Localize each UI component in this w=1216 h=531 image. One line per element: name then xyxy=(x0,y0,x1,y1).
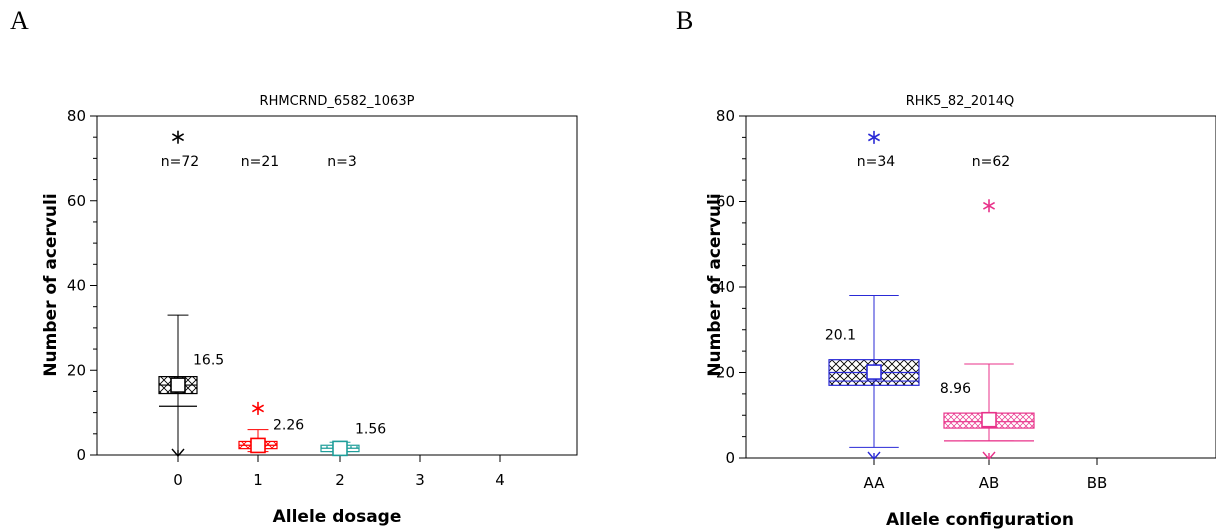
y-tick-label: 20 xyxy=(716,364,735,382)
x-axis-title: Allele dosage xyxy=(273,507,402,527)
x-tick-label: BB xyxy=(1087,474,1108,492)
mean-marker xyxy=(250,437,266,454)
panel-letter-b: B xyxy=(676,6,694,35)
x-tick-label: 2 xyxy=(335,471,345,489)
min-marker xyxy=(171,448,185,458)
y-tick-label: 0 xyxy=(76,446,86,464)
y-axis-title: Number of acervuli xyxy=(41,193,61,376)
mean-marker xyxy=(170,377,186,393)
mean-value-label: 1.56 xyxy=(355,421,386,437)
outlier-marker xyxy=(171,130,185,144)
chart-panel-a: RHMCRND_6582_1063P 0 20 40 60 80 0 1 2 3 4 Allele d… xyxy=(41,94,578,527)
y-tick-label: 40 xyxy=(67,277,86,295)
y-tick-label: 20 xyxy=(67,361,86,379)
chart-panel-b: RHK5_82_2014Q 0 20 40 60 80 AA AB BB Allele confi… xyxy=(705,94,1216,530)
panel-letter-a: A xyxy=(10,6,29,35)
plot-title: RHMCRND_6582_1063P xyxy=(260,94,415,109)
x-axis-title: Allele configuration xyxy=(886,510,1074,530)
mean-value-label: 8.96 xyxy=(940,381,971,397)
n-label: n=21 xyxy=(241,154,279,170)
plot-title: RHK5_82_2014Q xyxy=(906,94,1014,109)
x-tick-label: 0 xyxy=(173,471,183,489)
mean-value-label: 16.5 xyxy=(193,353,224,369)
mean-marker xyxy=(332,440,348,457)
n-label: n=34 xyxy=(857,154,896,170)
mean-value-label: 2.26 xyxy=(273,417,304,433)
outlier-marker xyxy=(251,401,265,415)
y-tick-label: 80 xyxy=(67,107,86,125)
outlier-marker xyxy=(982,199,996,213)
y-tick-label: 60 xyxy=(716,193,735,211)
min-marker xyxy=(867,451,881,461)
n-label: n=62 xyxy=(972,154,1010,170)
mean-marker xyxy=(866,364,882,380)
y-tick-label: 60 xyxy=(67,192,86,210)
y-tick-label: 80 xyxy=(716,107,735,125)
y-axis-title: Number of acervuli xyxy=(705,193,725,376)
mean-value-label: 20.1 xyxy=(825,328,856,344)
outlier-marker xyxy=(867,130,881,144)
x-tick-label: 4 xyxy=(495,471,505,489)
mean-marker xyxy=(981,411,997,428)
y-tick-label: 40 xyxy=(716,278,735,296)
x-tick-label: AA xyxy=(864,474,886,492)
x-tick-label: AB xyxy=(979,474,1000,492)
n-label: n=72 xyxy=(161,154,199,170)
x-tick-label: 3 xyxy=(415,471,425,489)
n-label: n=3 xyxy=(327,154,357,170)
y-tick-label: 0 xyxy=(725,449,735,467)
x-tick-label: 1 xyxy=(253,471,263,489)
min-marker xyxy=(982,451,996,461)
